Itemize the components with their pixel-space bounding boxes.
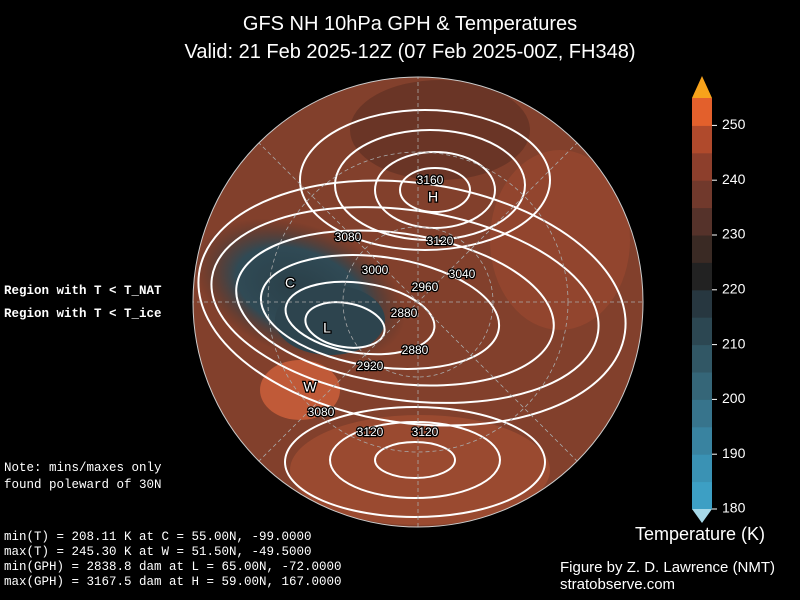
legend-ice: Region with T < T_ice: [4, 307, 162, 321]
colorbar-bin: [692, 235, 712, 263]
contour-label: 2920: [357, 359, 384, 373]
colorbar-bin: [692, 125, 712, 154]
contour-label: 3000: [362, 263, 389, 277]
colorbar-bin: [692, 317, 712, 346]
colorbar-bin: [692, 289, 712, 318]
colorbar-tick-label: 210: [722, 335, 746, 351]
contour-label: 2880: [402, 343, 429, 357]
contour-labels: 3160 3080 3120 3000 3040 2960 2880 2880 …: [306, 172, 477, 441]
colorbar-bin: [692, 344, 712, 373]
subtitle: Valid: 21 Feb 2025-12Z (07 Feb 2025-00Z,…: [185, 41, 636, 63]
warm-patch: [260, 360, 340, 420]
colorbar-bin: [692, 372, 712, 400]
contour-label: 3160: [417, 173, 444, 187]
marker: L: [323, 320, 331, 336]
marker: W: [303, 379, 317, 395]
colorbar-label: Temperature (K): [635, 524, 765, 544]
colorbar-bin: [692, 152, 712, 181]
credit: stratobserve.com: [560, 576, 675, 593]
colorbar-extend-under: [692, 509, 712, 523]
stat: min(GPH) = 2838.8 dam at L = 65.00N, -72…: [4, 560, 342, 574]
colorbar-bin: [692, 98, 712, 126]
marker: H: [428, 189, 438, 205]
colorbar-tick-label: 250: [722, 116, 746, 132]
contour-label: 3040: [449, 267, 476, 281]
marker: C: [285, 275, 295, 291]
contour-label: 3120: [412, 425, 439, 439]
title: GFS NH 10hPa GPH & Temperatures: [243, 13, 577, 35]
credit: Figure by Z. D. Lawrence (NMT): [560, 559, 775, 576]
colorbar-bin: [692, 207, 712, 236]
contour-label: 3080: [335, 230, 362, 244]
stat: max(GPH) = 3167.5 dam at H = 59.00N, 167…: [4, 575, 342, 589]
colorbar-bin: [692, 399, 712, 428]
contour-label: 3120: [427, 234, 454, 248]
colorbar-bin: [692, 180, 712, 209]
contour-label: 3080: [308, 405, 335, 419]
extrema-markers: H L C W: [284, 187, 440, 396]
map-border: [192, 76, 644, 528]
colorbar-bin: [692, 262, 712, 291]
colorbar: 180 190 200 210 220 230 240 250: [692, 76, 746, 523]
colorbar-tick-label: 240: [722, 171, 746, 187]
note: Note: mins/maxes only: [4, 461, 162, 475]
stat: min(T) = 208.11 K at C = 55.00N, -99.000…: [4, 530, 312, 544]
colorbar-bin: [692, 426, 712, 455]
stat: max(T) = 245.30 K at W = 51.50N, -49.500…: [4, 545, 312, 559]
map: [193, 77, 643, 527]
colorbar-tick-label: 190: [722, 445, 746, 461]
colorbar-extend-over: [692, 76, 712, 98]
contour-label: 2960: [412, 280, 439, 294]
colorbar-tick-label: 200: [722, 390, 746, 406]
note: found poleward of 30N: [4, 478, 162, 492]
graticule: [193, 77, 643, 527]
colorbar-bin: [692, 481, 712, 510]
legend-nat: Region with T < T_NAT: [4, 284, 162, 298]
cold-core: [275, 285, 385, 355]
contour-label: 3120: [357, 425, 384, 439]
warm-patch: [490, 150, 630, 330]
colorbar-tick-label: 230: [722, 226, 746, 242]
contour-label: 2880: [391, 306, 418, 320]
colorbar-bin: [692, 454, 712, 483]
warm-patch: [290, 415, 550, 525]
colorbar-tick-label: 220: [722, 281, 746, 297]
colorbar-tick-label: 180: [722, 500, 746, 516]
